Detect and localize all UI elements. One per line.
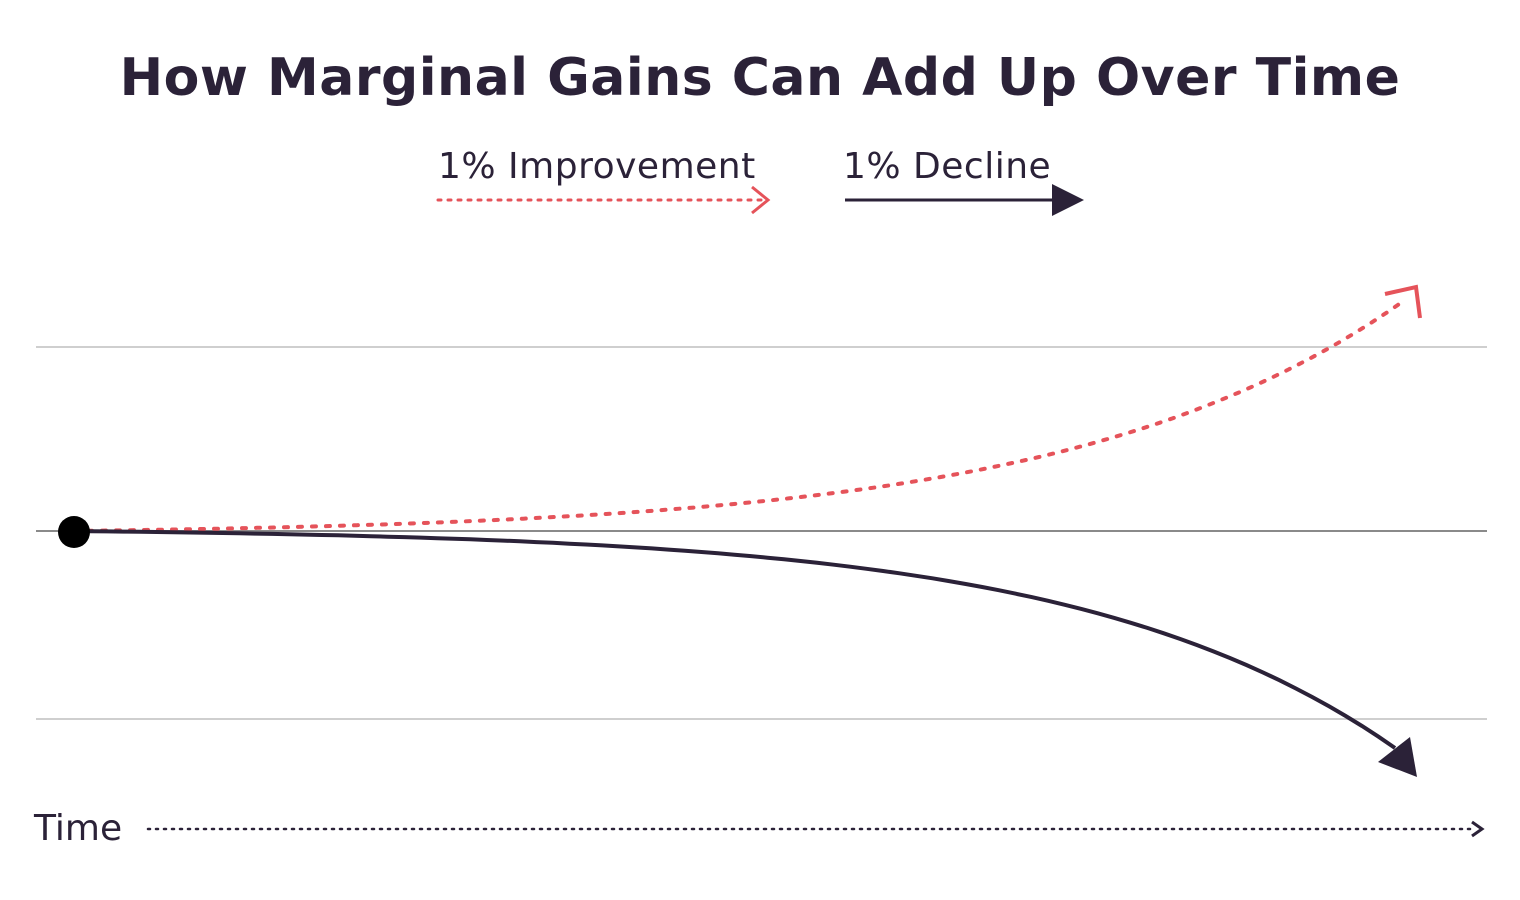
series-line-decline [73, 529, 1397, 750]
legend-label-improvement: 1% Improvement [438, 146, 756, 187]
legend-swatch-improvement [436, 185, 771, 215]
time-axis-arrowhead [1471, 820, 1485, 838]
x-axis-label: Time [34, 808, 123, 849]
start-point-marker [58, 516, 90, 548]
series-arrowhead-improvement [1384, 284, 1422, 319]
chart-title: How Marginal Gains Can Add Up Over Time [119, 48, 1401, 108]
series-line-improvement [72, 298, 1407, 533]
legend-label-decline: 1% Decline [843, 146, 1052, 187]
series-arrowhead-decline [1378, 737, 1417, 777]
legend-swatch-decline [845, 184, 1084, 216]
